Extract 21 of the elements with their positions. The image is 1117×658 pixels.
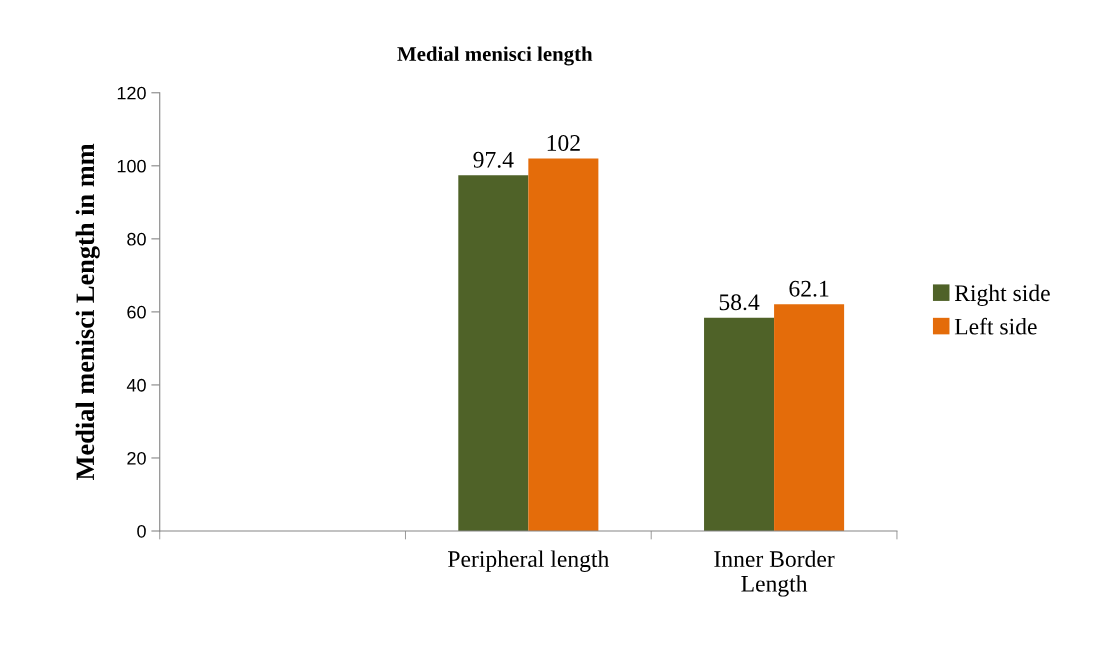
legend-label: Left side — [954, 317, 1037, 335]
x-tick-label: Inner Border Length — [714, 550, 835, 597]
bar — [774, 304, 845, 532]
y-tick-label: 80 — [127, 232, 146, 246]
y-tick-label: 0 — [137, 524, 146, 538]
y-tick-label: 20 — [127, 451, 146, 465]
y-tick-label: 40 — [126, 378, 146, 392]
y-tick-label: 120 — [117, 86, 146, 100]
chart-title: Medial menisci length — [397, 46, 593, 66]
y-tick-label: 100 — [117, 159, 146, 173]
data-label: 102 — [547, 135, 580, 151]
data-label: 58.4 — [719, 294, 760, 311]
y-tick-label: 60 — [127, 305, 146, 319]
legend-label: Right side — [954, 284, 1050, 307]
bar — [528, 158, 599, 532]
bar — [458, 175, 529, 532]
x-tick-label: Peripheral length — [448, 550, 609, 572]
data-label: 97.4 — [473, 151, 514, 168]
bar — [704, 317, 775, 532]
data-label: 62.1 — [789, 280, 829, 297]
y-axis-title: Medial menisci Length in mm — [75, 143, 100, 481]
